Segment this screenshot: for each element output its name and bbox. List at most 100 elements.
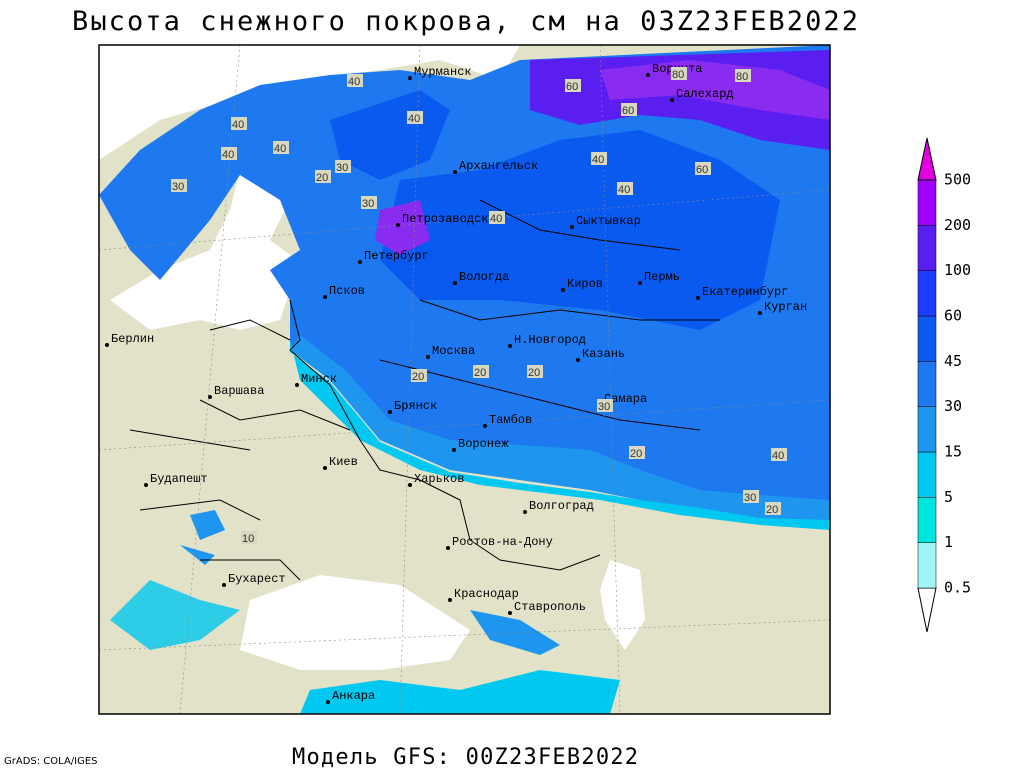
city-label: Сыктывкар (576, 214, 641, 228)
contour-label-box (335, 160, 351, 173)
colorbar-band (917, 451, 937, 498)
city-label: Тамбов (489, 413, 532, 427)
city-label: Петербург (364, 249, 429, 263)
snow-area (300, 670, 620, 714)
colorbar-end (917, 587, 937, 633)
contour-label: 40 (592, 154, 604, 166)
contour-label: 60 (566, 81, 578, 93)
black-sea (240, 575, 470, 670)
contour-label: 80 (672, 69, 684, 81)
city-label: Ростов-на-Дону (452, 535, 553, 549)
city-dot (448, 598, 452, 602)
contour-label: 20 (630, 448, 642, 460)
city-label: Волгоград (529, 499, 594, 513)
title: Высота снежного покрова, см на 03Z23FEB2… (72, 6, 858, 37)
contour-label-box (411, 369, 427, 382)
city-dot (408, 483, 412, 487)
city-label: Казань (582, 347, 625, 361)
contour-label-box (671, 67, 687, 80)
contour-label-box (743, 490, 759, 503)
sea (99, 45, 520, 160)
city-dot (358, 260, 362, 264)
colorbar-label: 200 (944, 216, 971, 234)
contour-label: 20 (474, 367, 486, 379)
contour-label: 40 (772, 450, 784, 462)
contour-label-box (617, 182, 633, 195)
contour-label: 10 (242, 533, 254, 545)
city-dot (408, 76, 412, 80)
colorbar-end (917, 137, 937, 181)
city-label: Самара (604, 392, 647, 406)
colorbar-band (917, 406, 937, 453)
city-label: Киев (329, 455, 358, 469)
contour-label-box (231, 117, 247, 130)
city-dot (561, 288, 565, 292)
contour-label-box (315, 170, 331, 183)
contour-label: 20 (412, 371, 424, 383)
contour-label: 80 (736, 71, 748, 83)
land (600, 540, 830, 714)
city-dot (323, 466, 327, 470)
colorbar-label: 1 (944, 533, 953, 551)
city-label: Екатеринбург (702, 285, 788, 299)
city-label: Краснодар (454, 587, 519, 601)
city-label: Бухарест (228, 572, 286, 586)
city-dot (483, 424, 487, 428)
city-label: Будапешт (150, 472, 208, 486)
city-dot (208, 395, 212, 399)
city-dot (523, 510, 527, 514)
footer: Модель GFS: 00Z23FEB2022 (292, 745, 638, 768)
map: МурманскВоркутаСалехардАрхангельскПетроз… (98, 44, 831, 715)
city-dot (508, 611, 512, 615)
city-dot (646, 73, 650, 77)
city-label: Берлин (111, 332, 154, 346)
colorbar-label: 500 (944, 171, 971, 189)
contour-label-box (273, 141, 289, 154)
city-dot (105, 343, 109, 347)
colorbar-band (917, 361, 937, 407)
city-label: Н.Новгород (514, 333, 586, 347)
contour-label: 30 (598, 401, 610, 413)
city-label: Брянск (394, 399, 437, 413)
city-dot (576, 358, 580, 362)
contour-label-box (361, 196, 377, 209)
city-label: Минск (301, 372, 337, 386)
city-dot (453, 170, 457, 174)
contour-label: 40 (232, 119, 244, 131)
colorbar-band (917, 179, 937, 226)
city-label: Псков (329, 284, 365, 298)
city-dot (396, 223, 400, 227)
city-label: Анкара (332, 689, 375, 703)
city-dot (696, 296, 700, 300)
city-dot (453, 281, 457, 285)
snow-area (180, 510, 560, 655)
city-label: Варшава (214, 384, 264, 398)
city-label: Архангельск (459, 159, 538, 173)
credit: GrADS: COLA/IGES (4, 756, 98, 767)
snow-area (110, 580, 240, 650)
contour-label: 20 (528, 367, 540, 379)
contour-label: 30 (362, 198, 374, 210)
contour-label: 20 (766, 504, 778, 516)
snow-area (375, 200, 430, 255)
contour-label-box (621, 103, 637, 116)
city-dot (758, 311, 762, 315)
contour-label-box (565, 79, 581, 92)
contour-label-box (629, 446, 645, 459)
contour-label: 40 (222, 149, 234, 161)
colorbar-band (917, 542, 937, 589)
city-dot (388, 410, 392, 414)
colorbar-band (917, 497, 937, 543)
contour-label: 30 (172, 181, 184, 193)
colorbar-label: 15 (944, 443, 962, 461)
city-label: Петрозаводск (402, 212, 488, 226)
city-label: Салехард (676, 87, 734, 101)
contour-label-box (221, 147, 237, 160)
city-label: Вологда (459, 270, 509, 284)
colorbar-band (917, 315, 937, 362)
contour-label: 40 (274, 143, 286, 155)
city-dot (670, 98, 674, 102)
contour-label: 60 (622, 105, 634, 117)
